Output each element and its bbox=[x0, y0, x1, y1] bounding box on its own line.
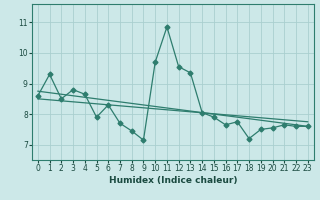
X-axis label: Humidex (Indice chaleur): Humidex (Indice chaleur) bbox=[108, 176, 237, 185]
